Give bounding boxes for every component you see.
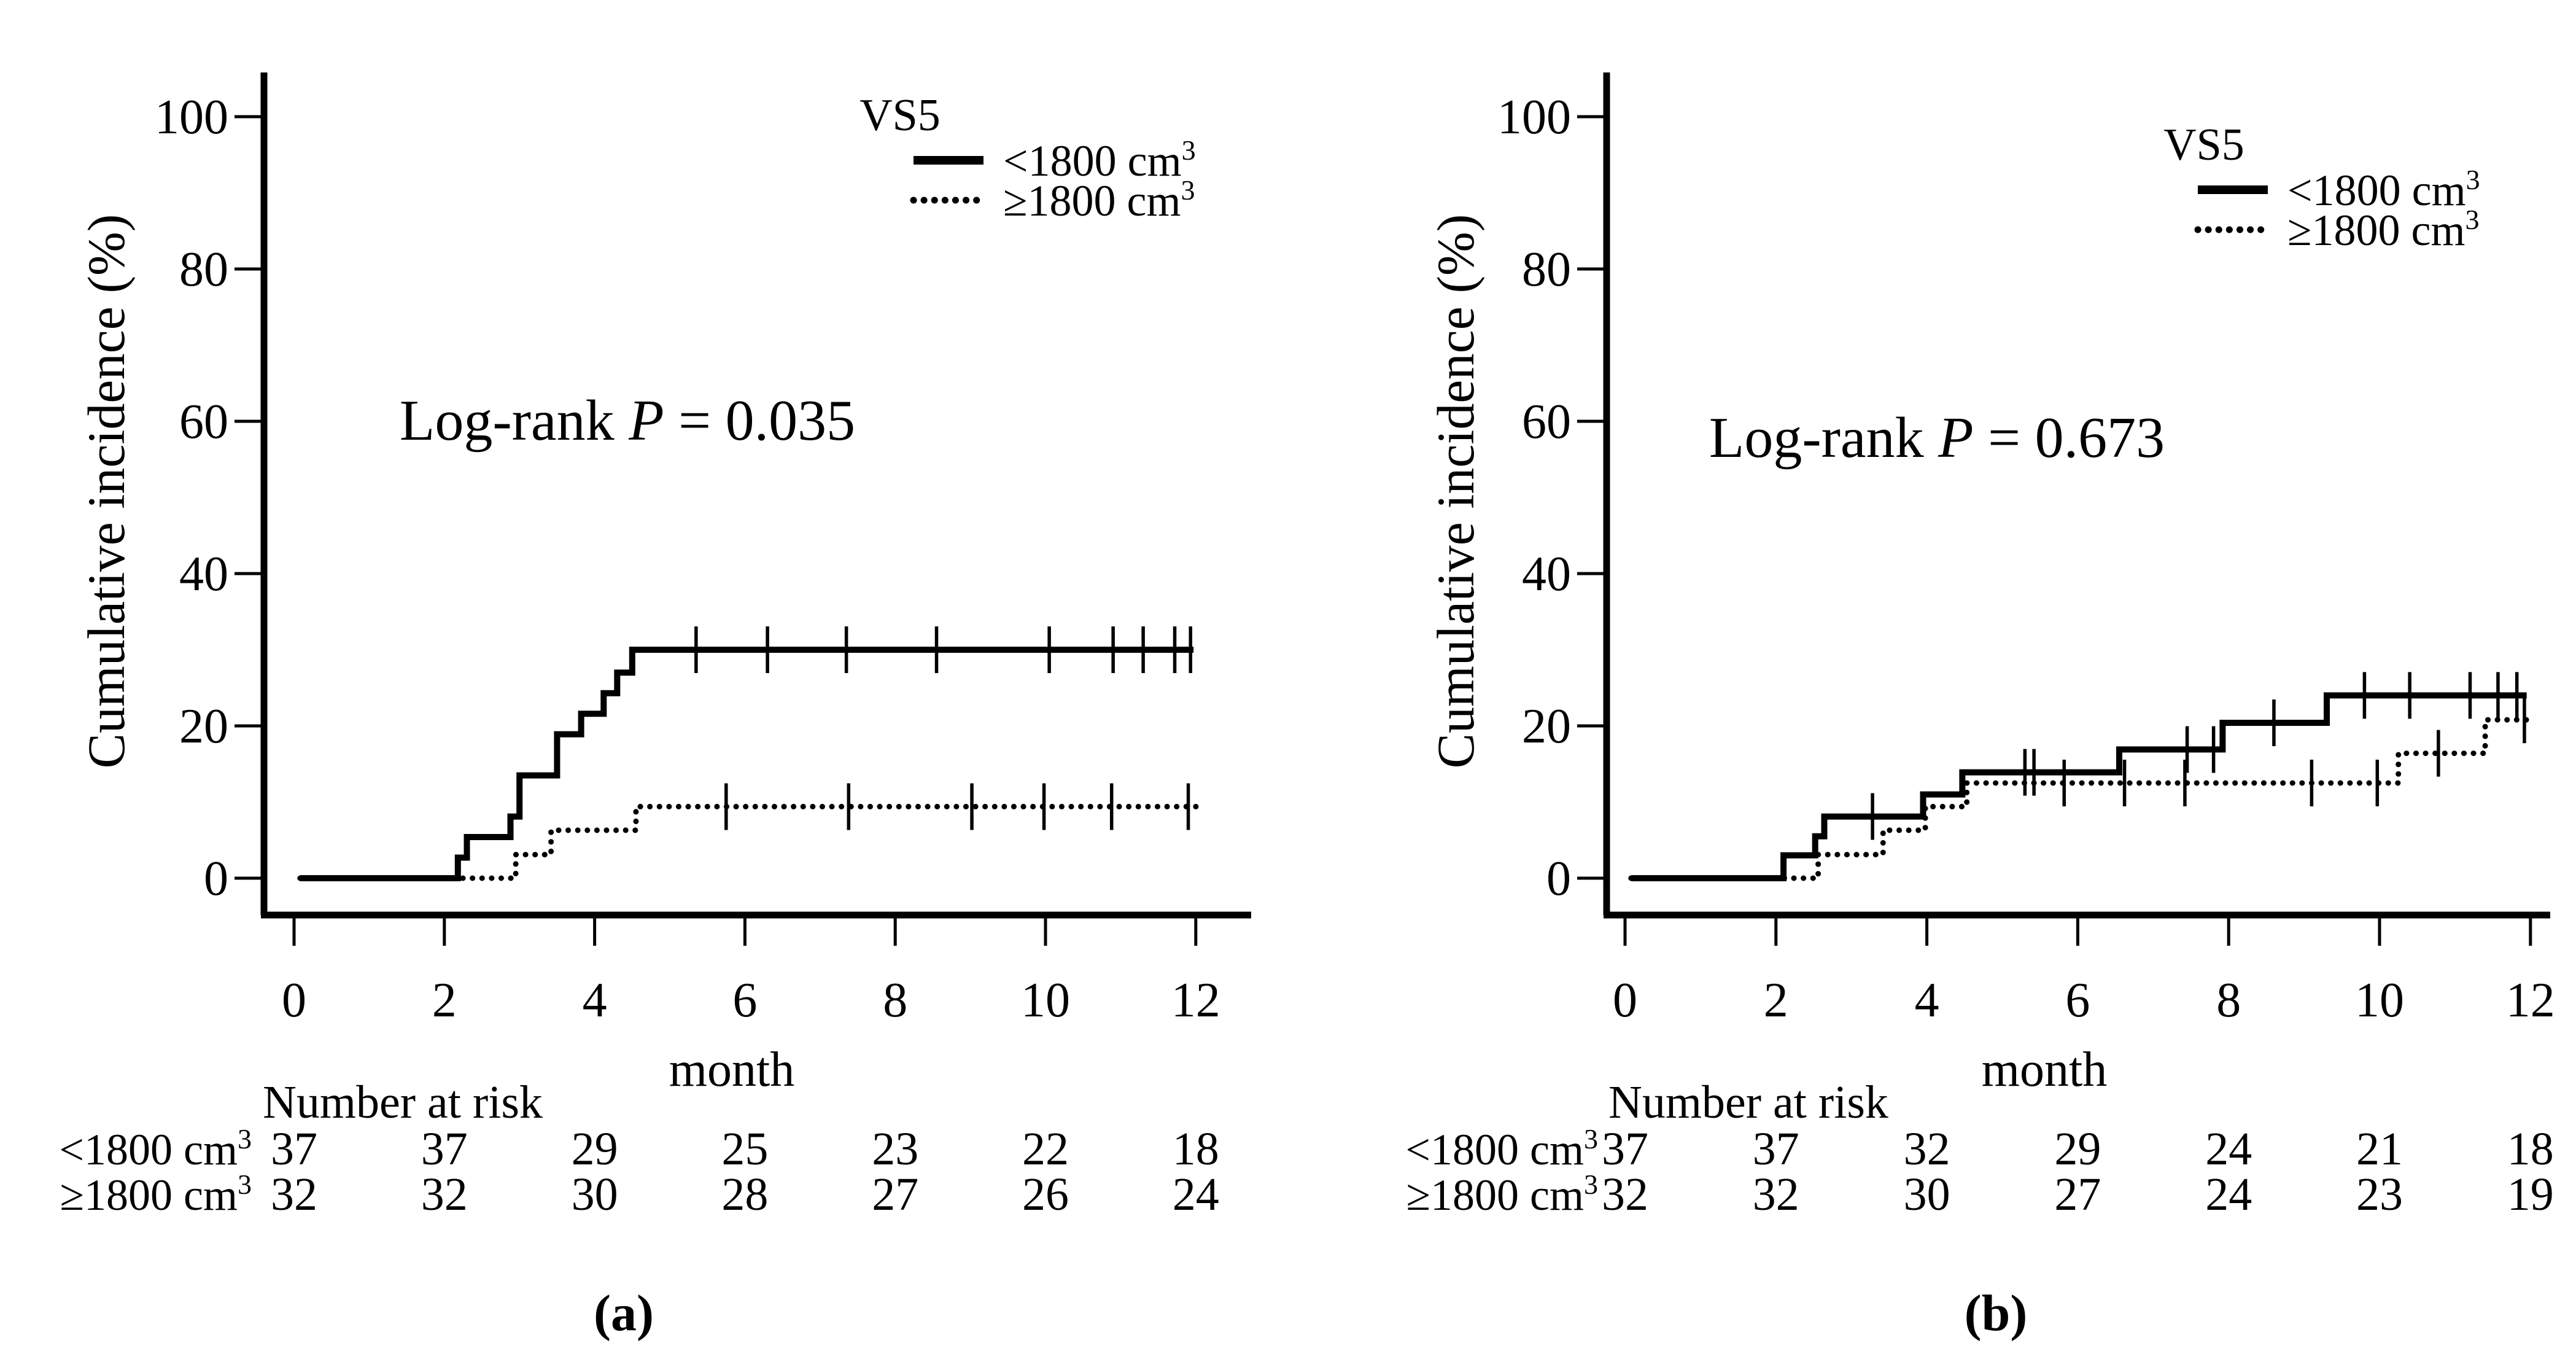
series-solid-curve (1631, 692, 2527, 881)
y-tick-label: 80 (1522, 243, 1571, 297)
x-tick-label: 10 (1021, 973, 1070, 1027)
panel-a: 0 20 40 60 80 100 0 2 4 6 8 10 12 month Cumulative inc… (59, 72, 1251, 1342)
x-tick-label: 8 (2216, 973, 2241, 1027)
panel-b: 0 20 40 60 80 100 0 2 4 6 8 10 12 month Cumulative inc… (1288, 0, 2576, 1348)
y-tick-label: 20 (179, 699, 228, 754)
risk-count: 24 (2205, 1169, 2252, 1220)
risk-count: 24 (2205, 1123, 2252, 1175)
legend-title: VS5 (859, 90, 941, 141)
y-tick-label: 40 (1522, 547, 1571, 601)
y-tick-label: 20 (1522, 699, 1571, 754)
x-tick-label: 2 (1764, 973, 1788, 1027)
x-tick-label: 6 (2065, 973, 2090, 1027)
series-dotted-curve (297, 803, 1200, 881)
y-tick-label: 80 (179, 243, 228, 297)
risk-count: 29 (2054, 1123, 2101, 1175)
risk-count: 26 (1022, 1169, 1069, 1220)
y-tick-label: 0 (204, 852, 228, 906)
legend-title: VS5 (2163, 120, 2244, 170)
risk-count: 18 (2507, 1123, 2554, 1175)
risk-count: 21 (2356, 1123, 2403, 1175)
y-tick-label: 100 (1497, 90, 1571, 144)
risk-count: 23 (2356, 1169, 2403, 1220)
risk-count: 32 (1602, 1169, 1648, 1220)
y-tick-label: 0 (1546, 852, 1571, 906)
series-dotted-curve (1628, 717, 2537, 881)
risk-count: 37 (421, 1123, 468, 1175)
risk-row-label: ≥1800 cm3 (60, 1169, 252, 1220)
risk-count: 27 (2054, 1169, 2101, 1220)
risk-count: 32 (1904, 1123, 1950, 1175)
x-tick-label: 10 (2355, 973, 2404, 1027)
x-tick-label: 12 (2506, 973, 2555, 1027)
risk-table-title: Number at risk (1608, 1077, 1888, 1128)
risk-count: 30 (572, 1169, 618, 1220)
risk-count: 32 (271, 1169, 317, 1220)
risk-count: 30 (1904, 1169, 1950, 1220)
risk-table-title: Number at risk (263, 1077, 543, 1128)
x-tick-label: 6 (732, 973, 757, 1027)
risk-count: 37 (1602, 1123, 1648, 1175)
x-axis-title: month (1982, 1043, 2107, 1097)
panel-caption: (a) (594, 1285, 654, 1342)
legend-label: ≥1800 cm3 (1003, 174, 1195, 225)
risk-count: 37 (271, 1123, 317, 1175)
x-axis-title: month (669, 1043, 794, 1097)
x-tick-label: 12 (1171, 973, 1220, 1027)
risk-count: 29 (572, 1123, 618, 1175)
y-axis-title: Cumulative incidence (%) (77, 214, 136, 769)
risk-count: 23 (872, 1123, 918, 1175)
log-rank-annotation: Log-rank P = 0.035 (400, 389, 855, 453)
risk-count: 27 (872, 1169, 918, 1220)
panel-caption: (b) (1965, 1285, 2028, 1342)
risk-row-label: <1800 cm3 (59, 1123, 252, 1174)
log-rank-annotation: Log-rank P = 0.673 (1709, 406, 2165, 470)
risk-row-label: ≥1800 cm3 (1406, 1169, 1598, 1220)
risk-count: 25 (721, 1123, 768, 1175)
y-tick-label: 100 (155, 90, 228, 144)
x-tick-label: 2 (432, 973, 457, 1027)
x-tick-label: 0 (282, 973, 306, 1027)
x-tick-label: 4 (1915, 973, 1939, 1027)
risk-count: 32 (1753, 1169, 1799, 1220)
risk-count: 19 (2507, 1169, 2554, 1220)
legend-label: <1800 cm3 (1003, 134, 1196, 185)
legend-label: ≥1800 cm3 (2287, 204, 2479, 255)
y-tick-label: 60 (179, 395, 228, 449)
x-tick-label: 8 (883, 973, 907, 1027)
x-tick-label: 0 (1613, 973, 1637, 1027)
risk-count: 28 (721, 1169, 768, 1220)
risk-count: 32 (421, 1169, 468, 1220)
x-tick-label: 4 (583, 973, 607, 1027)
risk-count: 18 (1173, 1123, 1219, 1175)
series-solid-curve (300, 647, 1194, 881)
y-tick-label: 60 (1522, 395, 1571, 449)
risk-count: 24 (1173, 1169, 1219, 1220)
risk-count: 22 (1022, 1123, 1069, 1175)
legend-label: <1800 cm3 (2287, 164, 2480, 215)
risk-row-label: <1800 cm3 (1405, 1123, 1598, 1174)
risk-count: 37 (1753, 1123, 1799, 1175)
y-axis-title: Cumulative incidence (%) (1426, 214, 1485, 769)
y-tick-label: 40 (179, 547, 228, 601)
